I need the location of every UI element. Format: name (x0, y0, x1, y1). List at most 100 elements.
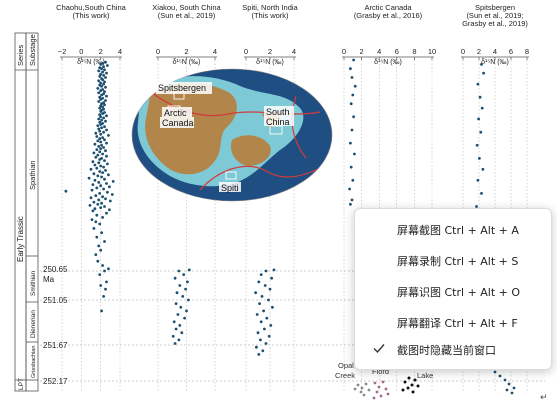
strat-substage-smithian: Smithian (30, 270, 37, 296)
data-point (98, 120, 102, 124)
data-point (479, 130, 483, 134)
context-menu: 屏幕截图 Ctrl + Alt + A 屏幕录制 Ctrl + Alt + S … (354, 208, 552, 370)
panel-title: Arctic Canada (364, 3, 412, 12)
map-label-canada: Canada (162, 118, 194, 128)
data-point (97, 181, 101, 184)
data-point (94, 253, 98, 256)
strat-header-substage: Substage (28, 34, 37, 66)
data-point (99, 72, 103, 76)
panel-0: Chaohu,South China(This work) −2 0 2 4 δ¹⁵N (… (56, 3, 127, 391)
cluster-spitsbergen-lower (488, 366, 516, 395)
data-point (104, 197, 107, 201)
data-point (101, 264, 104, 267)
data-point (101, 61, 104, 65)
menu-item-screen-record[interactable]: 屏幕录制 Ctrl + Alt + S (355, 246, 551, 274)
panel-title: Spiti, North India (242, 3, 298, 12)
data-point (101, 70, 104, 74)
data-point (98, 129, 102, 133)
map-land-east (230, 135, 271, 166)
data-point (475, 205, 478, 208)
data-point (106, 162, 109, 166)
data-point (99, 206, 103, 210)
data-point (100, 143, 103, 147)
data-point (93, 142, 97, 146)
strat-substage-spathian: Spathian (28, 160, 37, 190)
data-point (97, 117, 101, 121)
data-point (103, 138, 106, 142)
menu-item-label: 屏幕识图 Ctrl + Alt + O (397, 286, 521, 299)
data-point (104, 85, 107, 89)
data-point (182, 273, 186, 276)
strat-substage-griesbachian: Griesbachian (31, 346, 37, 378)
data-point (105, 211, 108, 215)
data-point (102, 165, 105, 169)
data-point (349, 67, 352, 71)
data-point (98, 95, 102, 99)
data-point (267, 334, 271, 338)
data-point (101, 122, 104, 125)
data-point (92, 200, 96, 204)
menu-item-hide-window[interactable]: 截图时隐藏当前窗口 (355, 335, 551, 363)
data-point (104, 99, 107, 102)
menu-item-screen-translate[interactable]: 屏幕翻译 Ctrl + Alt + F (355, 308, 551, 336)
menu-item-screen-capture[interactable]: 屏幕截图 Ctrl + Alt + A (355, 215, 551, 243)
data-point (174, 327, 178, 331)
data-point (103, 177, 106, 181)
data-point (272, 268, 276, 272)
data-point (102, 130, 105, 134)
stratigraphy-column: Series Substage Early Trassic LPT Spathi… (14, 32, 39, 392)
x-tick-label: 2 (268, 47, 272, 56)
data-point (350, 198, 354, 202)
x-tick-label: 0 (244, 47, 248, 56)
map-marker-spiti (225, 171, 237, 180)
data-point (270, 276, 273, 280)
data-point (105, 141, 108, 145)
strat-substage-dienerian: Dienerian (30, 310, 37, 338)
data-point (104, 119, 107, 123)
data-point (187, 268, 191, 272)
data-point (100, 309, 103, 313)
data-point (265, 316, 269, 320)
data-point (89, 167, 93, 171)
data-point (88, 204, 92, 207)
data-point (186, 280, 189, 284)
data-point (96, 202, 100, 206)
data-point (103, 125, 106, 129)
series-points (254, 268, 276, 356)
data-point (181, 295, 185, 298)
panel-title: (Grasby et al., 2016) (354, 11, 423, 20)
data-point (268, 287, 272, 291)
series-points (348, 58, 357, 206)
data-point (103, 269, 106, 273)
data-point (95, 135, 99, 138)
data-point (176, 313, 180, 316)
data-point (98, 273, 102, 276)
site-label-fiord: Fiord (372, 367, 389, 376)
data-point (101, 171, 104, 175)
menu-item-screen-ocr[interactable]: 屏幕识图 Ctrl + Alt + O (355, 277, 551, 305)
data-point (98, 83, 102, 87)
menu-item-label: 屏幕翻译 Ctrl + Alt + F (397, 317, 518, 330)
data-point (351, 178, 355, 182)
data-point (102, 92, 105, 96)
data-point (178, 284, 182, 287)
x-tick-label: 2 (184, 47, 188, 56)
data-point (104, 76, 107, 79)
data-point (255, 345, 258, 349)
data-point (99, 164, 103, 168)
data-point (64, 189, 68, 193)
map-label-china: China (266, 117, 290, 127)
data-point (99, 81, 103, 85)
data-point (99, 284, 103, 287)
data-point (174, 302, 178, 305)
data-point (476, 82, 480, 86)
data-point (105, 154, 108, 158)
age-label-250-65: 250.65 (43, 265, 68, 274)
data-point (255, 313, 259, 316)
lower-sites: Opal Creek Fiord Lake (335, 361, 516, 400)
panel-title: Grasby et al., 2019) (462, 19, 528, 28)
data-point (95, 213, 99, 217)
x-axis-label: δ¹⁵N (‰) (256, 59, 284, 66)
data-point (263, 327, 266, 331)
